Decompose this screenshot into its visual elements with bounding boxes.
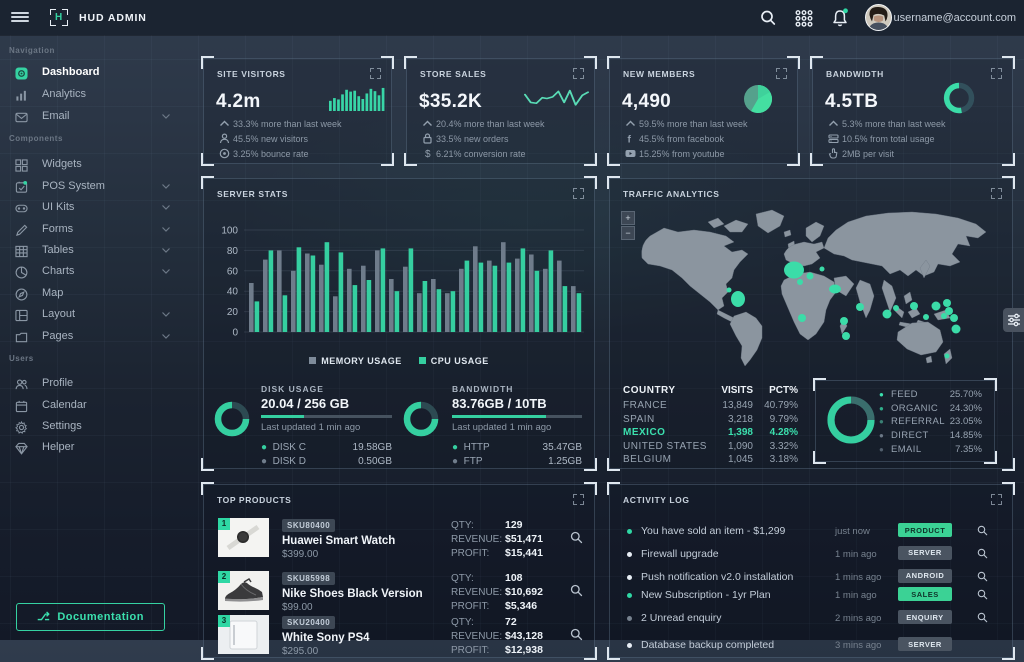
svg-text:f: f	[628, 135, 632, 145]
svg-text:80: 80	[227, 246, 239, 257]
svg-text:40: 40	[227, 287, 239, 298]
svg-text:100: 100	[221, 226, 238, 237]
svg-text:20: 20	[227, 307, 239, 318]
svg-text:0: 0	[232, 328, 238, 339]
svg-text:$: $	[425, 149, 431, 159]
svg-text:60: 60	[227, 266, 239, 277]
